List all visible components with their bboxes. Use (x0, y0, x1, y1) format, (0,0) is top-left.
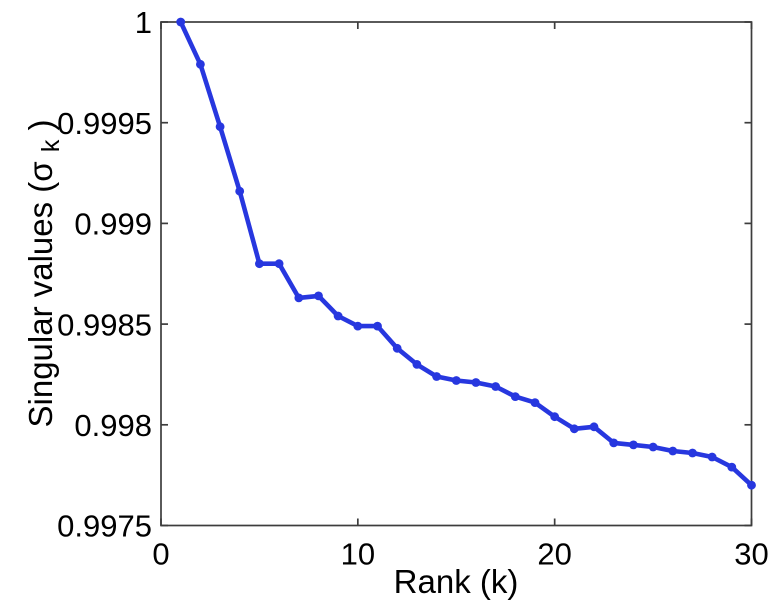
data-point (747, 480, 756, 490)
data-point (392, 343, 402, 353)
data-point (629, 440, 638, 450)
x-tick-label: 10 (341, 537, 375, 572)
data-point (727, 462, 737, 472)
data-point (668, 446, 678, 456)
y-tick-label: 1 (135, 5, 152, 40)
x-tick-label: 20 (537, 537, 571, 572)
data-point (373, 321, 382, 331)
data-point (510, 392, 520, 401)
y-axis-title-close: ) (22, 119, 59, 130)
data-point (589, 422, 599, 432)
data-point (491, 382, 500, 391)
data-point (707, 452, 717, 462)
data-point (550, 412, 560, 422)
data-point (294, 293, 304, 303)
x-axis-title: Rank (k) (394, 563, 519, 600)
data-point (235, 186, 245, 196)
data-point (471, 378, 481, 387)
data-point (432, 372, 441, 381)
data-point (412, 360, 422, 369)
data-point (255, 259, 264, 269)
y-tick-label: 0.9985 (57, 307, 152, 342)
data-point (196, 59, 205, 69)
data-point (569, 424, 579, 434)
y-tick-label: 0.999 (74, 207, 152, 242)
data-point (609, 438, 619, 448)
data-point (215, 122, 225, 132)
data-point (314, 291, 323, 301)
y-tick-label: 0.9995 (57, 106, 152, 141)
data-point (333, 311, 343, 321)
data-point (353, 321, 363, 331)
y-axis-title: Singular values (σ k ) (22, 119, 66, 427)
data-line (178, 19, 754, 488)
data-point (648, 442, 658, 452)
data-point (176, 17, 186, 27)
data-point (530, 398, 540, 407)
data-point (688, 448, 697, 458)
y-tick-label: 0.9975 (57, 509, 152, 544)
y-axis-title-main: Singular values (σ (22, 161, 59, 427)
x-tick-label: 30 (734, 537, 768, 572)
data-point (274, 259, 284, 269)
data-point (451, 376, 461, 385)
plot-border (160, 21, 753, 527)
y-axis-title-subscript: k (37, 139, 65, 152)
x-tick-label: 0 (152, 537, 169, 572)
y-tick-label: 0.998 (74, 408, 152, 443)
